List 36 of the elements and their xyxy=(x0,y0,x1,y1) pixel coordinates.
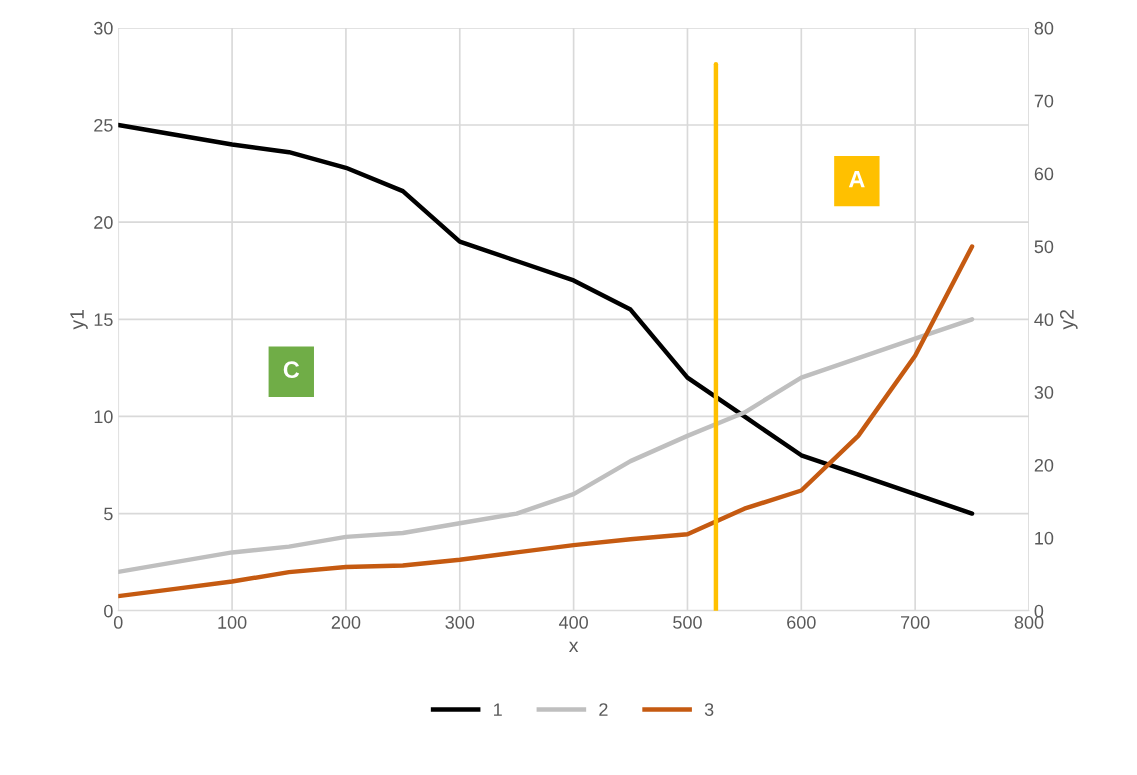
x-tick-label: 200 xyxy=(331,616,361,629)
y2-axis-title: y2 xyxy=(1060,310,1078,330)
y-tick-label: 20 xyxy=(94,216,113,229)
x-tick-label: 0 xyxy=(113,616,123,629)
y-tick-label: 25 xyxy=(94,118,113,132)
y2-tick-label: 30 xyxy=(1034,386,1054,399)
x-tick-label: 700 xyxy=(901,616,930,629)
y2-tick-label: 40 xyxy=(1034,313,1054,327)
x-axis-title: x xyxy=(568,641,579,653)
y-axis-title: y1 xyxy=(70,309,88,330)
y2-tick-label: 60 xyxy=(1034,167,1054,181)
x-tick-label: 100 xyxy=(218,616,247,629)
line-series xyxy=(118,244,975,599)
legend-label: 1 xyxy=(494,703,502,716)
x-tick-label: 400 xyxy=(558,616,588,629)
y-tick-label: 30 xyxy=(93,21,113,35)
y-tick-label: 0 xyxy=(104,604,113,618)
x-tick-label: 600 xyxy=(787,616,816,629)
x-tick-label: 300 xyxy=(445,616,475,629)
y2-tick-label: 80 xyxy=(1034,21,1054,35)
line-series xyxy=(118,317,975,575)
y2-tick-label: 50 xyxy=(1034,240,1054,254)
y2-tick-label: 70 xyxy=(1034,94,1054,108)
y2-tick-label: 20 xyxy=(1034,458,1054,472)
y2-tick-label: 10 xyxy=(1035,531,1054,545)
y2-tick-label: 0 xyxy=(1034,604,1044,618)
y-tick-label: 10 xyxy=(94,410,113,424)
y-tick-label: 15 xyxy=(94,313,113,327)
line-series xyxy=(118,122,975,516)
x-tick-label: 500 xyxy=(673,616,702,629)
x-tick-label: 800 xyxy=(1014,616,1044,629)
annotation: A xyxy=(848,171,865,188)
annotation: C xyxy=(283,361,300,379)
legend-label: 3 xyxy=(704,703,714,716)
legend-label: 2 xyxy=(599,703,608,716)
y-tick-label: 5 xyxy=(104,507,113,521)
